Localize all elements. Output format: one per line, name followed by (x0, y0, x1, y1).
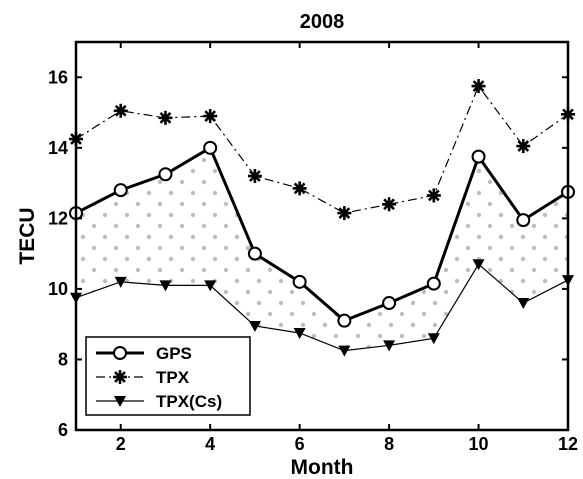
point-tpx-cs (204, 280, 217, 292)
point-gps (516, 213, 531, 228)
y-tick-label: 14 (48, 138, 68, 158)
point-tpx-cs (293, 328, 306, 339)
x-tick-label: 8 (384, 434, 394, 454)
point-tpx-cs (114, 276, 127, 288)
series-line-gps (75, 145, 569, 323)
x-tick-label: 4 (205, 434, 215, 454)
series-line-tpx (75, 84, 569, 214)
point-gps (382, 296, 397, 311)
x-tick-label: 6 (295, 434, 305, 454)
y-tick-label: 10 (48, 279, 68, 299)
point-gps (471, 149, 486, 164)
chart-title: 2008 (300, 11, 345, 33)
x-tick-label: 2 (116, 434, 126, 454)
point-tpx-cs (383, 340, 396, 352)
plot-frame (74, 40, 570, 432)
point-tpx-cs (248, 320, 261, 332)
legend-label: GPS (156, 344, 192, 363)
point-tpx-cs (472, 259, 485, 271)
point-gps (426, 276, 441, 291)
x-tick-label: 12 (558, 434, 578, 454)
point-gps (113, 183, 128, 198)
legend-marker (113, 346, 127, 360)
tick-layer: 2 4 6 8 10 12 6 8 10 12 14 16 (48, 42, 578, 454)
point-tpx (247, 169, 262, 184)
series-line-tpx-cs (75, 263, 569, 352)
legend-item-tpx: TPX (96, 368, 190, 387)
point-gps (337, 313, 352, 328)
point-tpx (516, 139, 531, 154)
legend: GPS TPX TPX(Cs) (85, 336, 251, 416)
point-tpx (203, 109, 218, 124)
point-gps (292, 274, 307, 289)
y-axis-label: TECU (16, 207, 39, 264)
legend-label: TPX(Cs) (156, 392, 222, 411)
y-tick-label: 16 (48, 67, 68, 87)
point-tpx (471, 79, 486, 94)
point-tpx (337, 206, 352, 221)
point-tpx-cs (427, 333, 440, 345)
point-tpx (426, 188, 441, 203)
legend-items: GPS TPX TPX(Cs) (96, 344, 222, 411)
point-gps (158, 167, 173, 182)
point-gps (203, 140, 218, 155)
legend-marker (113, 370, 127, 384)
legend-marker (114, 396, 126, 407)
x-tick-label: 10 (469, 434, 489, 454)
point-tpx (292, 181, 307, 196)
legend-label: TPX (156, 368, 190, 387)
point-tpx-cs (338, 345, 351, 357)
point-tpx-cs (517, 298, 530, 310)
legend-item-tpx-cs: TPX(Cs) (96, 392, 222, 411)
series-layer (69, 79, 575, 357)
y-tick-label: 12 (48, 208, 68, 228)
x-axis-label: Month (291, 456, 354, 479)
series-tpx-cs (70, 259, 574, 357)
series-gps (69, 140, 575, 328)
legend-item-gps: GPS (96, 344, 192, 363)
point-tpx (382, 197, 397, 212)
point-tpx (158, 110, 173, 125)
point-tpx-cs (159, 280, 172, 292)
y-tick-label: 6 (58, 420, 68, 440)
fill-layer (76, 147, 568, 351)
fill-between-area (76, 147, 568, 351)
point-gps (247, 246, 262, 261)
y-tick-label: 8 (58, 349, 68, 369)
point-tpx (113, 103, 128, 118)
